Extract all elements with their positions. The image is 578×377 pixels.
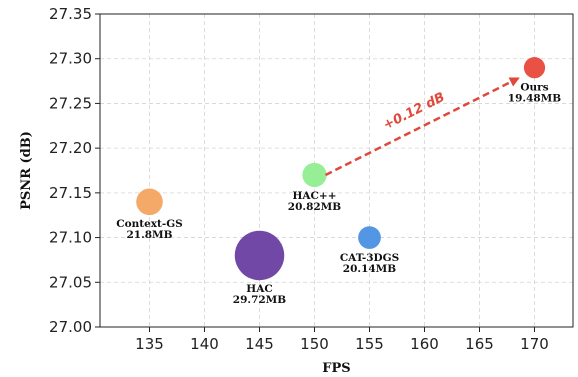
- x-tick-label: 140: [190, 335, 219, 353]
- x-axis-title: FPS: [322, 361, 350, 376]
- x-tick-label: 155: [355, 335, 384, 353]
- data-point: [523, 57, 546, 79]
- x-tick-label: 145: [245, 335, 274, 353]
- point-size-label: 20.82MB: [288, 201, 342, 213]
- point-size-label: 21.8MB: [126, 229, 172, 241]
- y-tick-label: 27.15: [49, 184, 92, 202]
- data-point: [358, 226, 381, 249]
- point-name-label: Ours: [520, 81, 548, 93]
- y-tick-label: 27.10: [49, 229, 92, 247]
- x-tick-label: 150: [300, 335, 329, 353]
- y-axis-title: PSNR (dB): [19, 131, 34, 210]
- point-size-label: 20.14MB: [343, 263, 397, 275]
- improvement-arrow: [324, 77, 520, 177]
- y-tick-label: 27.35: [49, 5, 92, 23]
- x-tick-label: 165: [465, 335, 494, 353]
- y-tick-label: 27.20: [49, 139, 92, 157]
- x-tick-label: 170: [520, 335, 549, 353]
- point-name-label: HAC: [246, 283, 272, 295]
- y-tick-label: 27.30: [49, 50, 92, 68]
- x-tick-label: 135: [135, 335, 164, 353]
- data-point: [136, 188, 163, 216]
- y-tick-label: 27.00: [49, 318, 92, 336]
- y-tick-label: 27.25: [49, 94, 92, 112]
- point-name-label: CAT-3DGS: [340, 252, 399, 264]
- y-tick-label: 27.05: [49, 273, 92, 291]
- x-tick-label: 160: [410, 335, 439, 353]
- improvement-label: +0.12 dB: [381, 90, 447, 133]
- point-size-label: 29.72MB: [233, 294, 287, 306]
- plot-frame: [99, 13, 574, 328]
- axes-layer: 135 140 145 150 155 160 165 170 27.00 27.05 27.10 2…: [49, 5, 574, 353]
- data-point: [234, 230, 285, 281]
- data-point: [302, 162, 327, 188]
- annotation-layer: +0.12 dB: [324, 77, 520, 177]
- point-size-label: 19.48MB: [508, 92, 562, 104]
- points-layer: [136, 57, 546, 281]
- point-name-label: HAC++: [292, 190, 336, 202]
- point-name-label: Context-GS: [116, 218, 183, 230]
